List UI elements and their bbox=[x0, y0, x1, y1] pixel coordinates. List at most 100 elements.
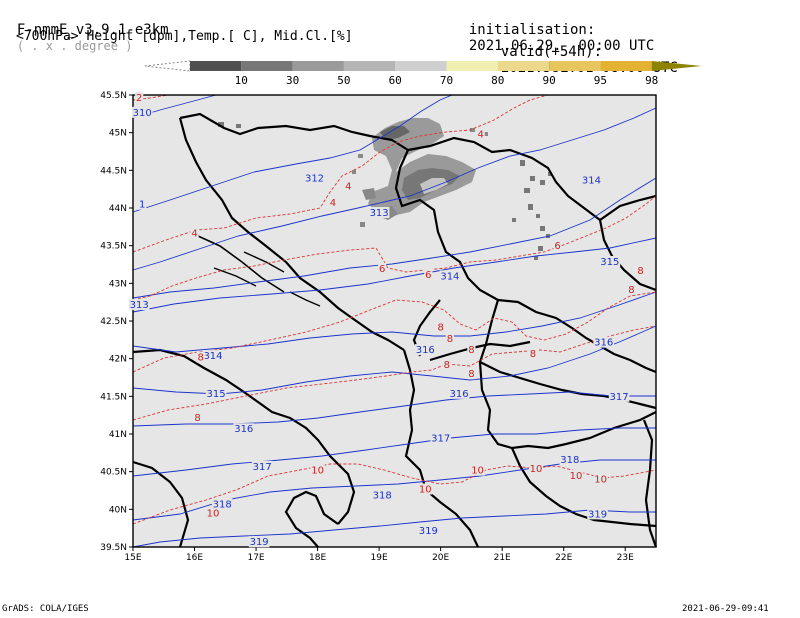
lat-label: 39.5N bbox=[100, 543, 127, 553]
height-contour-label: 319 bbox=[588, 509, 607, 520]
temperature-contour-label-bg bbox=[310, 464, 325, 476]
height-contour-label: 314 bbox=[440, 271, 459, 282]
height-contour-label: 314 bbox=[582, 176, 601, 187]
height-contour-label-bg bbox=[368, 207, 390, 219]
height-contour-label: 313 bbox=[130, 300, 149, 311]
temperature-contour-label: 10 bbox=[207, 509, 220, 520]
temperature-contour-label: 4 bbox=[477, 130, 483, 141]
temperature-contour-label: 6 bbox=[554, 241, 560, 252]
lon-label: 21E bbox=[494, 553, 511, 563]
init-label: initialisation: bbox=[468, 22, 596, 38]
height-contour-label: 316 bbox=[416, 345, 435, 356]
height-contour-label-bg bbox=[430, 432, 451, 444]
temperature-contour-label-bg bbox=[568, 469, 584, 481]
init-value: 2021.06.29. 00:00 UTC bbox=[468, 38, 655, 54]
height-contour-label-bg bbox=[414, 344, 436, 356]
colorbar-label: 30 bbox=[285, 74, 300, 87]
map-axes: 15E 16E 17E 18E 19E 20E 21E 22E 23E 45.5N 45N 44.5N… bbox=[100, 91, 634, 563]
lon-label: 16E bbox=[186, 553, 203, 563]
height-contour-label: 314 bbox=[203, 351, 222, 362]
field-description: <700hPa> Height [dpm],Temp.[ C], Mid.Cl.… bbox=[16, 29, 353, 44]
height-contour-label: 310 bbox=[133, 108, 152, 119]
temperature-contour-label: 10 bbox=[530, 464, 543, 475]
model-title: F-nmmE_v3.9.1-e3km ( . x . degree ) bbox=[0, 6, 169, 54]
temperature-contour-label: 6 bbox=[425, 270, 431, 281]
temperature-contour-label-bg bbox=[528, 347, 538, 359]
height-contour-label: 317 bbox=[610, 392, 629, 403]
lat-label: 43N bbox=[109, 279, 127, 289]
height-contour-labels: 310 312 313 314 314 315 316 314 315 316 316 316 317 3… bbox=[128, 106, 630, 548]
height-contours bbox=[132, 94, 657, 548]
lon-label: 19E bbox=[371, 553, 388, 563]
height-contour-label: 316 bbox=[450, 389, 469, 400]
temperature-contour-label-bg bbox=[378, 262, 387, 274]
colorbar-swatch bbox=[343, 61, 396, 71]
temperature-contour-label-bg bbox=[636, 265, 645, 277]
temperature-contour-label-bg bbox=[344, 180, 353, 192]
lat-label: 45N bbox=[109, 129, 127, 139]
colorbar-swatch bbox=[446, 61, 498, 71]
temperature-contour-label-bg bbox=[436, 321, 445, 333]
colorbar-label: 90 bbox=[542, 74, 556, 87]
colorbar-label: 50 bbox=[337, 74, 351, 87]
temperature-contour-label: 8 bbox=[444, 360, 450, 371]
height-contour-label-bg bbox=[211, 498, 233, 510]
height-contour-label: 312 bbox=[305, 173, 324, 184]
lon-label: 17E bbox=[247, 553, 264, 563]
temperature-contour-label-bg bbox=[553, 240, 562, 252]
temperature-contour-label-bg bbox=[445, 332, 454, 344]
lon-label: 23E bbox=[617, 553, 634, 563]
temperature-contour-label-bg bbox=[190, 227, 199, 239]
model-resolution: ( . x . degree ) bbox=[16, 39, 133, 53]
height-contour-label-bg bbox=[251, 460, 273, 472]
lat-label: 45.5N bbox=[100, 91, 127, 101]
lat-label: 43.5N bbox=[100, 242, 127, 252]
temperature-contour-label: 8 bbox=[447, 334, 453, 345]
temperature-contour-label-bg bbox=[593, 473, 608, 485]
lon-label: 15E bbox=[124, 553, 141, 563]
temperature-contour-label-bg bbox=[528, 463, 544, 475]
height-contour-label-bg bbox=[131, 106, 153, 118]
temperature-contour-label: 2 bbox=[136, 93, 142, 104]
colorbar-label: 60 bbox=[388, 74, 402, 87]
temperature-contour-label: 10 bbox=[311, 466, 324, 477]
temperature-contour-label: 8 bbox=[437, 323, 443, 334]
height-contour-label: 317 bbox=[253, 462, 272, 473]
height-contour-label-bg bbox=[304, 172, 325, 184]
temperature-contour-label: 10 bbox=[594, 475, 607, 486]
temperature-contour-label-bg bbox=[205, 507, 221, 519]
temperature-contour-label-bg bbox=[424, 268, 433, 280]
colorbar-label: 98 bbox=[645, 74, 659, 87]
colorbar bbox=[144, 60, 702, 72]
height-contour-label-bg bbox=[202, 350, 224, 362]
temperature-contour-label: 4 bbox=[345, 182, 351, 193]
temperature-contour-label: 10 bbox=[570, 471, 583, 482]
height-contour-label: 313 bbox=[370, 208, 389, 219]
colorbar-swatch bbox=[395, 61, 447, 71]
init-time: initialisation: 2021.06.29. 00:00 UTC bbox=[452, 6, 654, 54]
height-contour-label: 316 bbox=[594, 338, 613, 349]
temperature-contour-label: 8 bbox=[194, 413, 200, 424]
height-contour-label: 316 bbox=[234, 424, 253, 435]
temperature-contour-label-bg bbox=[193, 411, 202, 423]
lat-label: 42.5N bbox=[100, 317, 127, 327]
height-contour-label: 1 bbox=[139, 200, 145, 211]
temperature-contour-label-bg bbox=[442, 359, 451, 371]
height-contour-label: 315 bbox=[207, 389, 226, 400]
coastlines bbox=[132, 112, 658, 548]
lat-label: 40N bbox=[109, 505, 127, 515]
lat-label: 40.5N bbox=[100, 468, 127, 478]
temperature-contour-label: 4 bbox=[191, 228, 197, 239]
footer-credit: GrADS: COLA/IGES bbox=[2, 604, 89, 614]
colorbar-low-end bbox=[144, 60, 191, 72]
height-contour-label: 319 bbox=[419, 526, 438, 537]
height-contour-label-bg bbox=[128, 298, 150, 310]
colorbar-swatch bbox=[292, 61, 344, 71]
height-contour-label-bg bbox=[205, 387, 227, 399]
lat-label: 41.5N bbox=[100, 392, 127, 402]
height-contour-label: 315 bbox=[600, 257, 619, 268]
height-contour-label: 318 bbox=[373, 491, 392, 502]
model-name: F-nmmE_v3.9.1-e3km bbox=[16, 22, 169, 38]
